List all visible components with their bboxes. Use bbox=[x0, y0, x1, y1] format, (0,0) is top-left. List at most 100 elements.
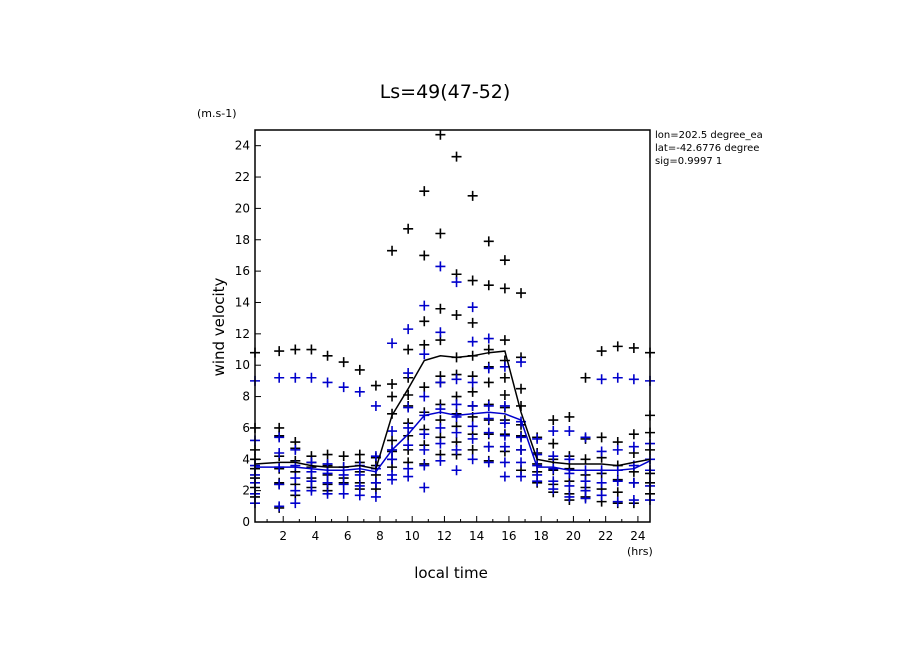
x-tick-label: 18 bbox=[534, 529, 549, 543]
data-point-blue bbox=[306, 485, 317, 496]
data-point-black bbox=[499, 389, 510, 400]
y-tick-label: 8 bbox=[242, 390, 250, 404]
data-point-black bbox=[483, 377, 494, 388]
data-point-black bbox=[467, 275, 478, 286]
data-point-blue bbox=[483, 400, 494, 411]
mean-line-black bbox=[254, 350, 651, 470]
data-point-blue bbox=[451, 411, 462, 422]
data-point-black bbox=[467, 386, 478, 397]
y-tick-label: 0 bbox=[242, 515, 250, 529]
info-line: lon=202.5 degree_ea bbox=[655, 130, 763, 141]
data-point-blue bbox=[387, 426, 398, 437]
data-point-black bbox=[467, 444, 478, 455]
data-point-black bbox=[612, 487, 623, 498]
mean-line-blue bbox=[255, 411, 651, 473]
data-point-blue bbox=[354, 386, 365, 397]
data-point-blue bbox=[451, 277, 462, 288]
data-point-black bbox=[564, 411, 575, 422]
data-point-black bbox=[387, 391, 398, 402]
data-point-blue bbox=[354, 480, 365, 491]
data-point-black bbox=[435, 228, 446, 239]
x-tick-label: 14 bbox=[469, 529, 484, 543]
data-point-blue bbox=[628, 477, 639, 488]
data-point-black bbox=[596, 346, 607, 357]
data-point-blue bbox=[274, 479, 285, 490]
data-point-blue bbox=[435, 422, 446, 433]
data-point-black bbox=[419, 316, 430, 327]
data-point-blue bbox=[306, 372, 317, 383]
data-point-black bbox=[387, 245, 398, 256]
data-point-black bbox=[467, 317, 478, 328]
data-point-blue bbox=[274, 501, 285, 512]
data-point-black bbox=[580, 372, 591, 383]
data-point-black bbox=[499, 283, 510, 294]
y-tick-label: 12 bbox=[235, 327, 250, 341]
data-point-black bbox=[548, 438, 559, 449]
axis-ticks: 2 4 6 8 10 12 14 16 18 20 22 2402468101214161820222… bbox=[235, 139, 646, 543]
data-point-blue bbox=[499, 361, 510, 372]
data-point-blue bbox=[419, 429, 430, 440]
data-point-blue bbox=[467, 421, 478, 432]
data-point-blue bbox=[370, 491, 381, 502]
data-point-black bbox=[403, 344, 414, 355]
data-point-blue bbox=[467, 336, 478, 347]
data-point-blue bbox=[322, 477, 333, 488]
data-point-blue bbox=[451, 427, 462, 438]
data-point-blue bbox=[467, 377, 478, 388]
data-point-blue bbox=[548, 426, 559, 437]
data-point-blue bbox=[532, 433, 543, 444]
data-point-black bbox=[419, 339, 430, 350]
data-point-blue bbox=[628, 374, 639, 385]
data-point-black bbox=[419, 382, 430, 393]
data-point-blue bbox=[451, 399, 462, 410]
data-point-black bbox=[580, 454, 591, 465]
y-tick-label: 22 bbox=[235, 170, 250, 184]
data-point-blue bbox=[435, 438, 446, 449]
data-point-blue bbox=[580, 432, 591, 443]
data-point-blue bbox=[290, 473, 301, 484]
data-point-blue bbox=[322, 488, 333, 499]
chart-title: Ls=49(47-52) bbox=[380, 81, 511, 103]
data-point-blue bbox=[435, 327, 446, 338]
info-line: sig=0.9997 1 bbox=[655, 156, 722, 167]
data-point-black bbox=[483, 236, 494, 247]
data-point-black bbox=[628, 342, 639, 353]
data-point-blue bbox=[403, 324, 414, 335]
y-tick-label: 18 bbox=[235, 233, 250, 247]
data-point-black bbox=[435, 303, 446, 314]
x-tick-label: 4 bbox=[312, 529, 320, 543]
data-point-blue bbox=[516, 357, 527, 368]
data-point-blue bbox=[467, 433, 478, 444]
data-point-blue bbox=[483, 441, 494, 452]
data-point-blue bbox=[499, 418, 510, 429]
x-tick-label: 12 bbox=[437, 529, 452, 543]
data-point-blue bbox=[612, 444, 623, 455]
x-tick-label: 6 bbox=[344, 529, 352, 543]
data-point-blue bbox=[483, 413, 494, 424]
data-point-blue bbox=[370, 477, 381, 488]
data-point-blue bbox=[532, 476, 543, 487]
data-point-black bbox=[499, 255, 510, 266]
data-point-black bbox=[370, 380, 381, 391]
x-tick-label: 10 bbox=[405, 529, 420, 543]
data-point-black bbox=[435, 129, 446, 140]
x-tick-label: 20 bbox=[566, 529, 581, 543]
data-point-blue bbox=[499, 457, 510, 468]
data-point-black bbox=[628, 429, 639, 440]
data-point-blue bbox=[596, 446, 607, 457]
data-point-black bbox=[419, 250, 430, 261]
data-point-blue bbox=[451, 465, 462, 476]
info-line: lat=-42.6776 degree bbox=[655, 143, 759, 154]
data-point-blue bbox=[354, 490, 365, 501]
y-tick-label: 6 bbox=[242, 421, 250, 435]
x-axis-unit: (hrs) bbox=[627, 545, 653, 558]
data-point-blue bbox=[548, 451, 559, 462]
data-point-blue bbox=[419, 460, 430, 471]
data-point-blue bbox=[483, 363, 494, 374]
data-point-blue bbox=[596, 374, 607, 385]
data-point-blue bbox=[290, 485, 301, 496]
data-point-blue bbox=[338, 479, 349, 490]
data-point-black bbox=[499, 335, 510, 346]
x-tick-label: 16 bbox=[501, 529, 516, 543]
data-point-black bbox=[516, 288, 527, 299]
